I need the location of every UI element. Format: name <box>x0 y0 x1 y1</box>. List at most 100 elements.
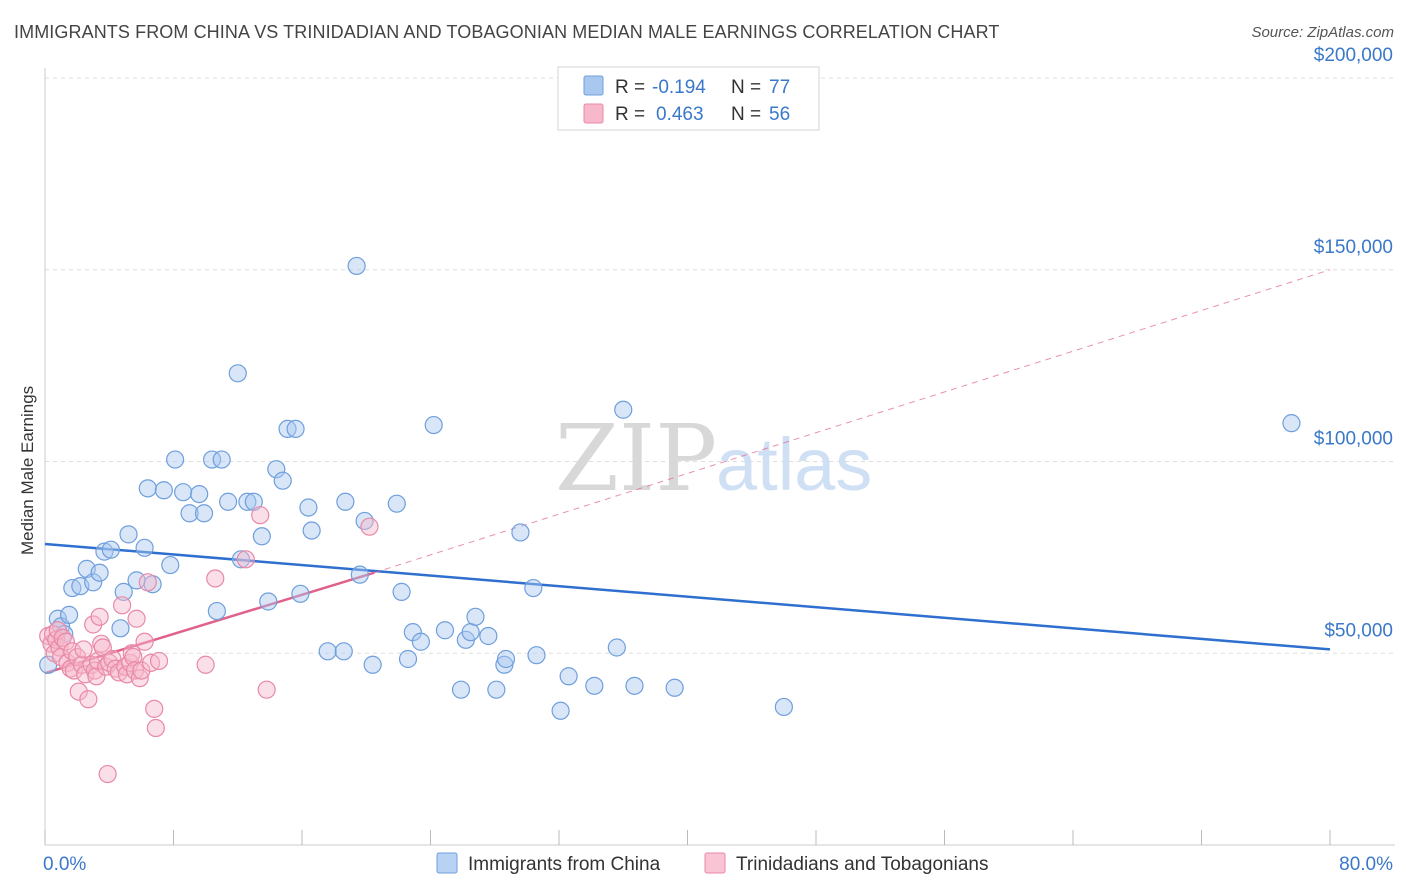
point-china <box>451 680 471 699</box>
point-trinidad <box>360 517 379 536</box>
chart-source: Source: ZipAtlas.com <box>1251 24 1394 41</box>
point-trinidad <box>196 655 215 674</box>
point-trinidad <box>145 699 164 718</box>
point-china <box>212 450 231 469</box>
point-china <box>559 667 578 686</box>
point-china <box>466 607 485 626</box>
point-china <box>524 578 543 598</box>
point-trinidad <box>236 550 255 569</box>
point-china <box>424 415 443 435</box>
point-china <box>84 573 103 592</box>
point-trinidad <box>124 647 143 667</box>
point-china <box>625 676 644 695</box>
point-trinidad <box>206 569 225 588</box>
point-china <box>334 642 353 661</box>
point-china <box>614 400 633 419</box>
y-tick-label: $100,000 <box>1314 429 1393 450</box>
y-tick-label: $200,000 <box>1314 45 1393 66</box>
series-swatch-trinidad <box>704 852 726 874</box>
trend-line-0 <box>44 542 1331 651</box>
point-trinidad <box>135 632 154 651</box>
point-china <box>347 256 366 276</box>
point-trinidad <box>87 667 106 686</box>
point-china <box>138 479 157 498</box>
point-trinidad <box>146 718 165 738</box>
point-china <box>135 538 154 557</box>
point-trinidad <box>76 665 95 684</box>
legend-n-value-trinidad: 56 <box>769 104 790 125</box>
point-china <box>95 542 114 561</box>
point-trinidad <box>69 682 88 701</box>
point-china <box>228 364 247 383</box>
point-trinidad <box>149 651 169 671</box>
axes <box>44 68 1395 846</box>
point-china <box>318 642 337 661</box>
point-china <box>511 523 530 542</box>
point-china <box>219 492 238 511</box>
point-trinidad <box>132 661 151 680</box>
watermark: ZIP atlas <box>555 405 872 512</box>
point-china <box>114 582 133 601</box>
point-trinidad <box>90 607 109 626</box>
series-label-trinidad: Trinidadians and Tobagonians <box>736 854 988 875</box>
point-trinidad <box>130 669 149 688</box>
point-china <box>291 584 310 603</box>
legend-n-label-trinidad: N = <box>731 104 761 125</box>
point-china <box>267 460 286 479</box>
point-china <box>238 492 257 511</box>
trend-lines <box>44 269 1331 675</box>
point-trinidad <box>63 642 82 661</box>
legend-r-label-trinidad: R = <box>615 104 645 125</box>
point-china <box>259 592 278 611</box>
point-trinidad <box>127 609 146 628</box>
point-china <box>479 626 498 646</box>
point-china <box>207 601 226 621</box>
point-china <box>607 638 626 657</box>
point-china <box>398 649 418 669</box>
point-china <box>299 498 318 517</box>
point-china <box>190 484 209 504</box>
point-china <box>231 550 251 569</box>
watermark-zip: ZIP <box>555 405 717 512</box>
point-china <box>585 676 604 695</box>
point-china <box>154 481 173 500</box>
series-swatch-china <box>436 852 458 874</box>
point-china <box>551 701 570 720</box>
trend-line-1 <box>44 571 375 675</box>
legend-swatch-china <box>583 75 604 96</box>
x-tick-label-max: 80.0% <box>1339 854 1393 875</box>
point-china <box>363 655 382 674</box>
point-china <box>166 450 185 469</box>
legend-r-value-trinidad: 0.463 <box>656 104 704 125</box>
point-china <box>496 649 516 669</box>
point-china <box>286 419 305 439</box>
point-china <box>252 527 271 546</box>
point-china <box>174 483 193 502</box>
chart-title: IMMIGRANTS FROM CHINA VS TRINIDADIAN AND… <box>14 22 1000 42</box>
legend-n-value-china: 77 <box>769 77 790 98</box>
point-china <box>392 582 411 601</box>
point-china <box>387 494 406 513</box>
point-china <box>411 632 430 651</box>
point-china <box>1282 414 1301 433</box>
legend-r-label-china: R = <box>615 77 645 98</box>
legend-swatch-trinidad <box>583 103 604 124</box>
point-china <box>527 646 546 665</box>
point-china <box>302 521 321 540</box>
point-china <box>202 450 222 469</box>
point-china <box>180 504 199 523</box>
point-china <box>111 619 130 638</box>
point-china <box>355 511 374 531</box>
point-trinidad <box>257 680 276 699</box>
x-tick-label-min: 0.0% <box>43 854 86 875</box>
point-china <box>435 621 455 640</box>
legend-r-value-china: -0.194 <box>652 77 706 98</box>
point-china <box>665 678 684 697</box>
x-tick-labels: 0.0% 80.0% <box>43 854 1393 875</box>
point-china <box>119 525 138 544</box>
point-china <box>273 471 292 490</box>
point-trinidad <box>98 764 117 784</box>
data-points <box>39 256 1301 784</box>
point-china <box>336 492 355 511</box>
